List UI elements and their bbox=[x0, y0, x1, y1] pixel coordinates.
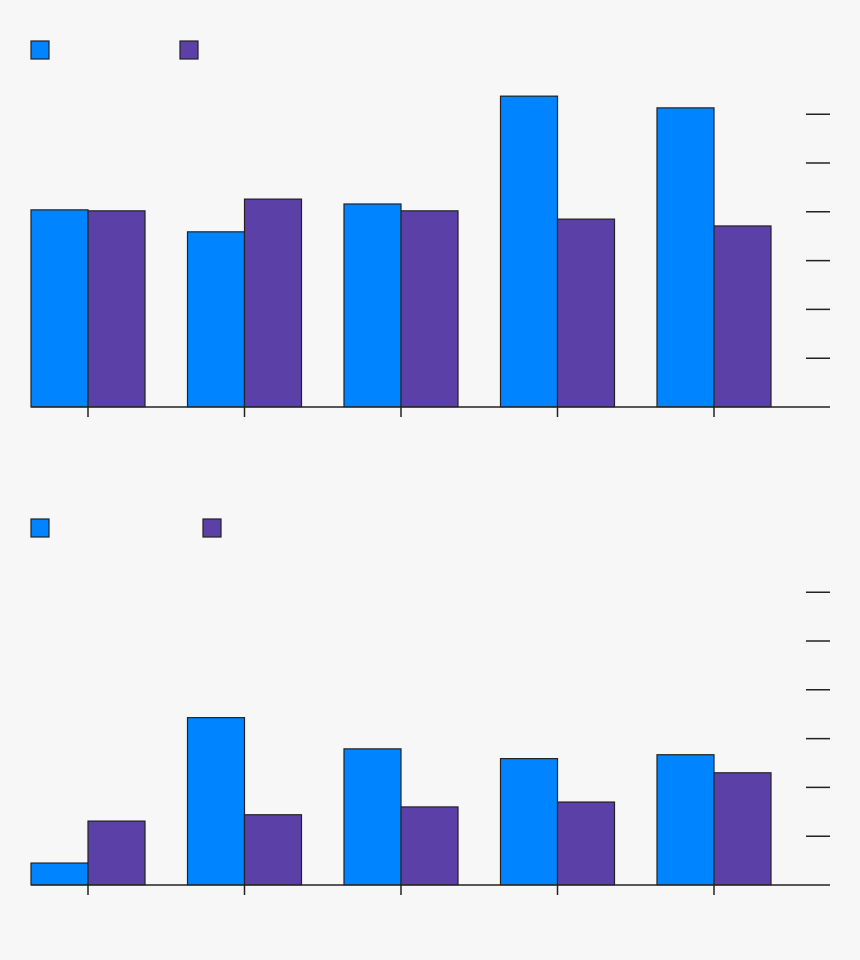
bar bbox=[186, 231, 246, 408]
bar bbox=[243, 198, 303, 408]
bar bbox=[186, 717, 246, 886]
bar bbox=[30, 862, 89, 886]
bar bbox=[87, 210, 146, 408]
bar bbox=[499, 758, 559, 886]
bar bbox=[656, 754, 715, 886]
bar bbox=[556, 218, 616, 408]
bar bbox=[556, 801, 616, 886]
bar bbox=[656, 107, 715, 408]
bar bbox=[243, 814, 303, 886]
bar bbox=[400, 806, 459, 886]
bar bbox=[87, 820, 146, 886]
bar bbox=[499, 95, 559, 408]
bar bbox=[400, 210, 459, 408]
bar bbox=[30, 209, 89, 408]
legend-swatch bbox=[179, 40, 199, 60]
legend-swatch bbox=[30, 518, 50, 538]
legend-swatch bbox=[30, 40, 50, 60]
bar bbox=[713, 772, 772, 886]
bar bbox=[713, 225, 772, 408]
legend-swatch bbox=[202, 518, 222, 538]
bar bbox=[343, 203, 402, 408]
bar bbox=[343, 748, 402, 886]
